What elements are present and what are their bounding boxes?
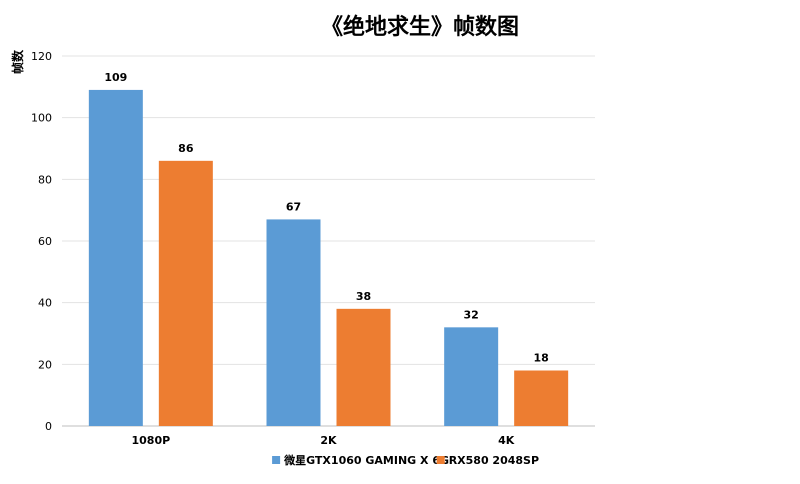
chart-title: 《绝地求生》帧数图	[321, 14, 519, 40]
data-label: 67	[286, 200, 301, 213]
bars	[88, 89, 569, 427]
y-tick-label: 0	[45, 420, 52, 433]
y-tick-label: 20	[38, 358, 52, 371]
y-tick-label: 80	[38, 173, 52, 186]
legend-swatch	[436, 456, 445, 464]
y-axis-label: 帧数	[10, 49, 25, 74]
gridlines	[62, 55, 595, 427]
bar-4K-series-1	[444, 327, 499, 426]
bar-2K-series-1	[266, 219, 321, 426]
y-tick-labels: 0 20 40 60 80 100 120	[31, 50, 52, 433]
data-label: 86	[178, 142, 194, 155]
y-tick-label: 100	[31, 112, 52, 125]
y-tick-label: 40	[38, 297, 52, 310]
data-label: 18	[534, 352, 549, 365]
x-tick-label: 2K	[320, 434, 337, 447]
x-tick-label: 4K	[498, 434, 515, 447]
data-label: 38	[356, 290, 371, 303]
data-labels: 109 86 67 38 32 18	[104, 71, 548, 365]
bar-4K-series-2	[514, 370, 569, 426]
legend: 微星GTX1060 GAMING X 6G RX580 2048SP	[272, 453, 539, 467]
legend-label: 微星GTX1060 GAMING X 6G	[283, 453, 449, 467]
y-tick-label: 60	[38, 235, 52, 248]
y-tick-label: 120	[31, 50, 52, 63]
bar-1080P-series-2	[158, 160, 213, 427]
legend-swatch	[272, 456, 281, 464]
data-label: 32	[464, 308, 479, 321]
x-tick-label: 1080P	[131, 434, 170, 447]
x-tick-labels: 1080P 2K 4K	[131, 434, 514, 447]
bar-2K-series-2	[336, 308, 391, 426]
legend-label: RX580 2048SP	[449, 454, 539, 467]
bar-1080P-series-1	[88, 89, 143, 427]
data-label: 109	[104, 71, 127, 84]
